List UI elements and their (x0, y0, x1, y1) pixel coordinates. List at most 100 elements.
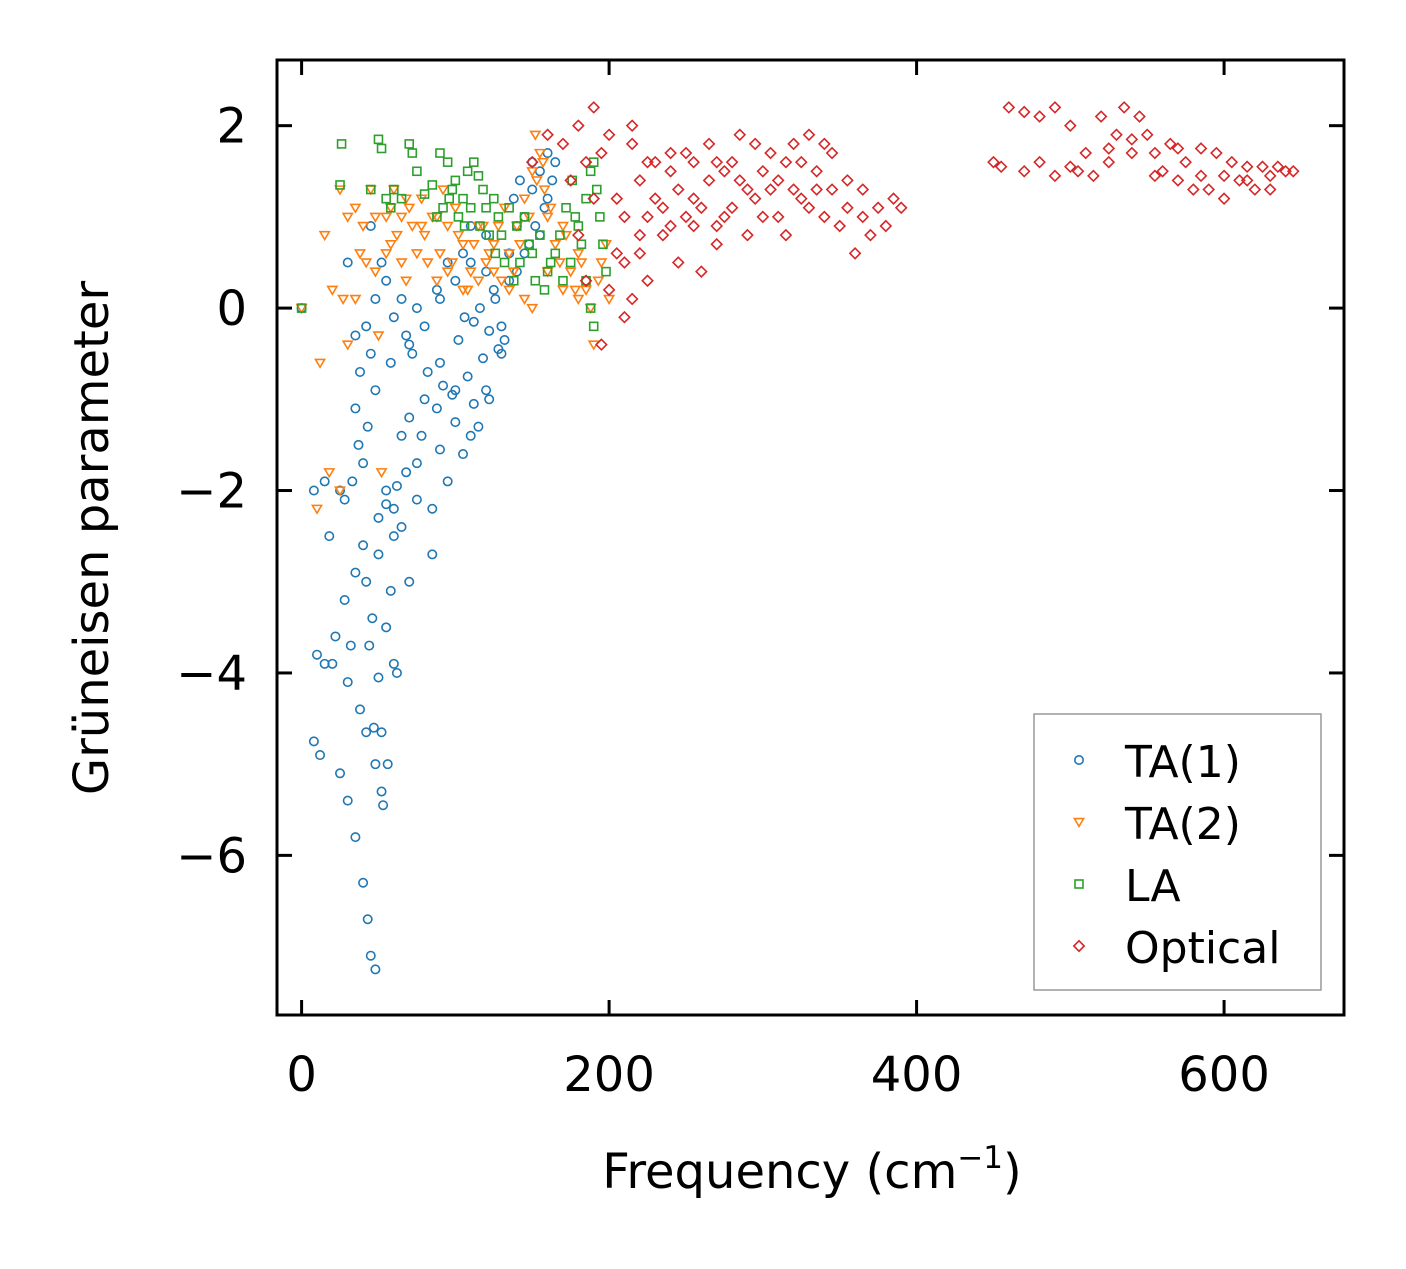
data-point (396, 193, 407, 204)
data-point (539, 285, 550, 295)
data-point (1202, 183, 1216, 196)
data-point (572, 228, 585, 242)
data-point (598, 239, 608, 250)
data-point (1148, 146, 1162, 160)
data-point (388, 312, 399, 323)
data-point (556, 221, 569, 232)
data-point (369, 267, 382, 278)
legend-label: LA (1125, 861, 1181, 912)
data-point (633, 228, 647, 242)
data-point (465, 430, 476, 441)
data-point (718, 164, 731, 178)
data-point (1048, 169, 1062, 183)
data-point (1240, 160, 1254, 174)
data-point (1102, 142, 1116, 155)
data-point (555, 230, 565, 240)
data-point (1217, 169, 1231, 183)
data-point (702, 137, 716, 151)
data-point (507, 267, 520, 278)
data-point (395, 258, 408, 269)
data-point (438, 202, 448, 213)
data-point (530, 221, 541, 232)
y-tick-label: 0 (216, 281, 247, 337)
data-point (508, 275, 519, 286)
data-point (518, 194, 531, 205)
data-point (625, 119, 639, 133)
data-point (545, 257, 556, 268)
data-point (641, 210, 654, 224)
data-point (1217, 192, 1231, 205)
data-point (365, 184, 376, 195)
data-point (496, 230, 507, 240)
data-point (526, 303, 539, 315)
data-point (541, 128, 554, 142)
data-point (467, 240, 480, 251)
legend-marker (1072, 817, 1086, 828)
data-point (345, 640, 356, 651)
data-point (679, 146, 693, 160)
data-point (741, 183, 754, 196)
x-tick-label: 200 (563, 1047, 655, 1103)
data-point (391, 480, 402, 491)
legend-label: TA(2) (1124, 799, 1241, 850)
data-point (350, 832, 361, 843)
data-point (1071, 164, 1085, 178)
data-point (318, 230, 331, 242)
data-point (641, 274, 654, 288)
data-point (401, 467, 412, 478)
data-point (411, 303, 422, 314)
data-point (550, 157, 561, 168)
data-point (349, 203, 362, 214)
data-point (618, 310, 631, 324)
data-point (354, 249, 367, 260)
data-point (710, 155, 724, 169)
data-point (370, 759, 381, 770)
data-point (433, 249, 446, 260)
data-point (687, 155, 700, 169)
data-point (864, 228, 877, 242)
data-point (434, 444, 445, 455)
data-point (391, 667, 402, 678)
data-point (361, 576, 372, 587)
data-point (381, 499, 392, 510)
data-point (529, 130, 542, 141)
data-point (358, 540, 369, 551)
data-point (1048, 101, 1062, 114)
data-point (1064, 119, 1077, 133)
data-point (465, 257, 476, 268)
data-point (1194, 169, 1208, 183)
data-point (358, 458, 369, 469)
data-point (748, 192, 762, 205)
data-point (575, 258, 588, 269)
data-point (365, 950, 376, 961)
data-point (453, 212, 464, 222)
data-point (538, 185, 551, 196)
legend-label: Optical (1125, 923, 1280, 974)
data-point (1256, 160, 1269, 174)
data-point (370, 964, 381, 975)
data-point (441, 267, 454, 278)
legend-label: TA(1) (1124, 737, 1241, 788)
legend-marker (1074, 879, 1084, 889)
data-point (771, 210, 785, 224)
data-point (462, 166, 473, 177)
data-point (362, 914, 373, 925)
data-point (390, 230, 403, 242)
data-point (641, 155, 654, 169)
data-point (610, 192, 624, 205)
data-point (595, 338, 608, 351)
data-point (434, 357, 445, 368)
data-point (503, 249, 516, 260)
data-point (887, 192, 900, 205)
data-point (350, 330, 361, 341)
data-point (648, 192, 662, 205)
data-point (671, 256, 685, 269)
data-point (787, 137, 800, 151)
data-point (370, 293, 381, 304)
data-point (879, 219, 893, 233)
data-point (464, 267, 477, 278)
data-point (579, 274, 593, 288)
data-point (376, 143, 387, 154)
data-point (664, 164, 677, 178)
y-tick-label: 2 (216, 99, 247, 155)
